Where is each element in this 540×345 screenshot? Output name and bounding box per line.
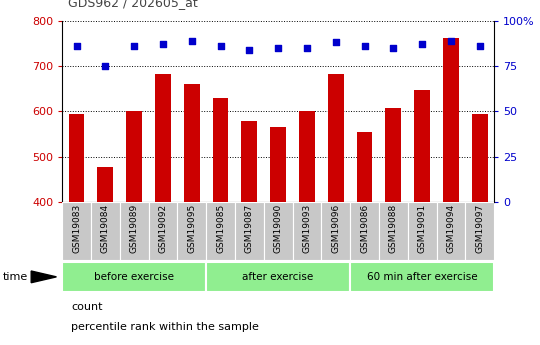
FancyBboxPatch shape	[148, 202, 177, 260]
Point	[418, 41, 427, 47]
Text: GSM19090: GSM19090	[274, 204, 282, 253]
Bar	[126, 111, 142, 202]
FancyBboxPatch shape	[62, 262, 206, 292]
FancyBboxPatch shape	[91, 202, 120, 260]
FancyBboxPatch shape	[206, 262, 350, 292]
Text: GSM19088: GSM19088	[389, 204, 398, 253]
Bar	[356, 132, 373, 202]
Point	[447, 38, 455, 43]
Bar	[155, 74, 171, 202]
Bar	[97, 167, 113, 202]
Bar	[386, 108, 401, 202]
Text: GSM19091: GSM19091	[417, 204, 427, 253]
Text: 60 min after exercise: 60 min after exercise	[367, 272, 477, 282]
FancyBboxPatch shape	[436, 202, 465, 260]
FancyBboxPatch shape	[350, 262, 494, 292]
Text: percentile rank within the sample: percentile rank within the sample	[71, 322, 259, 332]
FancyBboxPatch shape	[62, 202, 91, 260]
Polygon shape	[31, 271, 57, 283]
Bar	[472, 114, 488, 202]
Bar	[184, 84, 200, 202]
Bar	[213, 98, 228, 202]
Text: GSM19094: GSM19094	[447, 204, 455, 253]
FancyBboxPatch shape	[293, 202, 321, 260]
Text: GDS962 / 202605_at: GDS962 / 202605_at	[68, 0, 197, 9]
Point	[360, 43, 369, 49]
Point	[159, 41, 167, 47]
FancyBboxPatch shape	[350, 202, 379, 260]
Text: count: count	[71, 302, 103, 312]
Bar	[270, 127, 286, 202]
Bar	[299, 111, 315, 202]
Text: GSM19096: GSM19096	[331, 204, 340, 253]
Text: after exercise: after exercise	[242, 272, 314, 282]
Text: before exercise: before exercise	[94, 272, 174, 282]
Point	[187, 38, 196, 43]
Text: GSM19095: GSM19095	[187, 204, 196, 253]
Bar	[328, 74, 343, 202]
FancyBboxPatch shape	[177, 202, 206, 260]
Bar	[443, 38, 459, 202]
Bar	[69, 114, 84, 202]
Point	[389, 45, 397, 51]
Text: GSM19087: GSM19087	[245, 204, 254, 253]
Point	[332, 40, 340, 45]
Point	[216, 43, 225, 49]
Text: GSM19092: GSM19092	[158, 204, 167, 253]
Text: GSM19097: GSM19097	[475, 204, 484, 253]
FancyBboxPatch shape	[120, 202, 148, 260]
Point	[302, 45, 311, 51]
Text: GSM19093: GSM19093	[302, 204, 312, 253]
Bar	[241, 121, 257, 202]
FancyBboxPatch shape	[408, 202, 436, 260]
FancyBboxPatch shape	[206, 202, 235, 260]
Point	[130, 43, 138, 49]
Text: time: time	[3, 272, 28, 282]
Text: GSM19083: GSM19083	[72, 204, 81, 253]
Text: GSM19085: GSM19085	[216, 204, 225, 253]
FancyBboxPatch shape	[264, 202, 293, 260]
FancyBboxPatch shape	[321, 202, 350, 260]
FancyBboxPatch shape	[465, 202, 494, 260]
FancyBboxPatch shape	[235, 202, 264, 260]
Text: GSM19089: GSM19089	[130, 204, 139, 253]
Text: GSM19086: GSM19086	[360, 204, 369, 253]
Point	[245, 47, 254, 52]
Bar	[414, 90, 430, 202]
Point	[101, 63, 110, 69]
Point	[72, 43, 81, 49]
Point	[475, 43, 484, 49]
Point	[274, 45, 282, 51]
FancyBboxPatch shape	[379, 202, 408, 260]
Text: GSM19084: GSM19084	[101, 204, 110, 253]
